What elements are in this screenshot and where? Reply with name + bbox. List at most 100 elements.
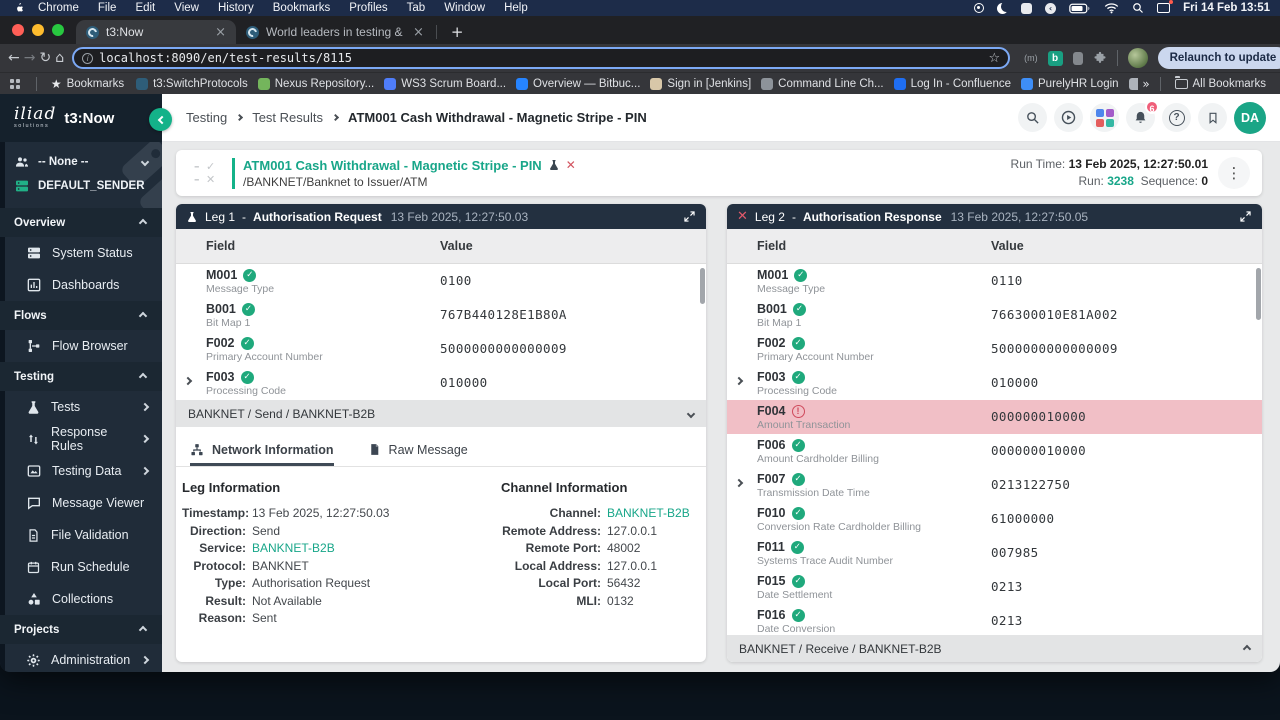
reload-icon[interactable]: ↻ (39, 50, 52, 66)
bookmark-item[interactable]: Overview — Bitbuc... (512, 77, 644, 90)
bookmark-item[interactable]: Nexus Repository... (254, 77, 379, 90)
sidebar-item-dashboards[interactable]: Dashboards (0, 269, 162, 301)
menu-item[interactable]: Window (444, 2, 486, 14)
tab-t3now[interactable]: t3:Now × (76, 20, 236, 44)
scrollbar-thumb[interactable] (700, 268, 705, 304)
sidebar-item-system-status[interactable]: System Status (0, 237, 162, 269)
sidebar-item-collections[interactable]: Collections (0, 583, 162, 615)
close-tab-icon[interactable]: × (413, 24, 424, 40)
sidebar-item-tests[interactable]: Tests (0, 391, 162, 423)
extensions-puzzle-icon[interactable] (1093, 51, 1107, 65)
leg1-collapse-bar[interactable]: BANKNET / Send / BANKNET-B2B (176, 400, 706, 427)
menu-item[interactable]: Help (504, 2, 528, 14)
table-row[interactable]: F007 Transmission Date Time 0213122750 (727, 468, 1262, 502)
app-status-icon[interactable] (1021, 2, 1033, 14)
menu-item[interactable]: View (174, 2, 199, 14)
bookmark-item[interactable]: t4lic (1125, 77, 1139, 90)
close-window-button[interactable] (12, 24, 24, 36)
test-title[interactable]: ATM001 Cash Withdrawal - Magnetic Stripe… (243, 157, 542, 173)
zoom-window-button[interactable] (52, 24, 64, 36)
menu-item[interactable]: Tab (406, 2, 426, 14)
close-tab-icon[interactable]: × (215, 24, 226, 40)
battery-icon[interactable] (1069, 3, 1091, 14)
menu-item[interactable]: Bookmarks (272, 2, 331, 14)
menu-item[interactable]: Chrome (38, 2, 79, 14)
menu-item[interactable]: File (97, 2, 117, 14)
screen-mirroring-icon[interactable] (1157, 0, 1174, 13)
bookmark-item[interactable]: Sign in [Jenkins] (646, 77, 755, 90)
new-tab-button[interactable]: + (450, 23, 464, 41)
tab-world-leaders[interactable]: World leaders in testing & ce × (236, 20, 434, 44)
forward-icon[interactable]: → (23, 50, 36, 66)
play-tour-button[interactable] (1054, 103, 1083, 132)
table-row[interactable]: F016 Date Conversion 0213 (727, 604, 1262, 638)
sidebar-item-file-validation[interactable]: File Validation (0, 519, 162, 551)
table-row[interactable]: F006 Amount Cardholder Billing 000000010… (727, 434, 1262, 468)
menu-item[interactable]: History (217, 2, 254, 14)
table-row[interactable]: B001 Bit Map 1 767B440128E1B80A (176, 298, 706, 332)
url-text[interactable]: localhost:8090/en/test-results/8115 (99, 51, 352, 65)
sidebar-item-flow-browser[interactable]: Flow Browser (0, 330, 162, 362)
more-options-button[interactable]: ⋮ (1218, 157, 1250, 189)
table-row[interactable]: F011 Systems Trace Audit Number 007985 (727, 536, 1262, 570)
extension-b-icon[interactable]: b (1047, 50, 1063, 66)
menu-item[interactable]: Edit (135, 2, 156, 14)
sidebar-item-message-viewer[interactable]: Message Viewer (0, 487, 162, 519)
search-button[interactable] (1018, 103, 1047, 132)
table-row[interactable]: F002 Primary Account Number 500000000000… (176, 332, 706, 366)
breadcrumb-test-results[interactable]: Test Results (252, 110, 324, 125)
table-row[interactable]: B001 Bit Map 1 766300010E81A002 (727, 298, 1262, 332)
bookmark-star-icon[interactable]: ☆ (988, 50, 1001, 66)
sidebar-item-response-rules[interactable]: Response Rules (0, 423, 162, 455)
wifi-icon[interactable] (1104, 2, 1119, 14)
sidebar-item-run-schedule[interactable]: Run Schedule (0, 551, 162, 583)
bookmarks-overflow-chevron[interactable]: » (1142, 76, 1150, 91)
breadcrumb-testing[interactable]: Testing (186, 110, 228, 125)
bookmark-item[interactable]: Log In - Confluence (890, 77, 1015, 90)
section-projects[interactable]: Projects (0, 615, 162, 644)
failed-x-icon[interactable]: ✕ (565, 158, 576, 172)
bookmark-item[interactable]: Command Line Ch... (757, 77, 887, 90)
apple-icon[interactable] (14, 2, 26, 14)
leg2-collapse-bar[interactable]: BANKNET / Receive / BANKNET-B2B (727, 635, 1262, 662)
extension-grey-icon[interactable] (1072, 51, 1083, 65)
section-flows[interactable]: Flows (0, 301, 162, 330)
table-row[interactable]: M001 Message Type 0100 (176, 264, 706, 298)
bookmark-button[interactable] (1198, 103, 1227, 132)
apps-grid-icon[interactable] (10, 78, 20, 89)
bookmark-item[interactable]: PurelyHR Login (1017, 77, 1123, 90)
chevron-right-icon[interactable] (734, 478, 744, 488)
tab-raw-message[interactable]: Raw Message (368, 436, 468, 466)
chevron-right-icon[interactable] (734, 376, 744, 386)
bookmark-item[interactable]: WS3 Scrum Board... (380, 77, 510, 90)
bookmarks-folder[interactable]: ★ Bookmarks (47, 77, 128, 91)
help-button[interactable]: ? (1162, 103, 1191, 132)
section-testing[interactable]: Testing (0, 362, 162, 391)
notifications-button[interactable]: 6 (1126, 100, 1159, 132)
expand-icon[interactable] (683, 210, 696, 223)
address-bar[interactable]: i localhost:8090/en/test-results/8115 ☆ (72, 47, 1011, 69)
sender-default[interactable]: DEFAULT_SENDER (0, 174, 162, 198)
table-row[interactable]: M001 Message Type 0110 (727, 264, 1262, 298)
tab-network-information[interactable]: Network Information (190, 436, 334, 466)
window-controls[interactable] (0, 16, 76, 44)
sidebar-item-testing-data[interactable]: Testing Data (0, 455, 162, 487)
apps-launcher-button[interactable] (1090, 103, 1119, 132)
collapse-sidebar-button[interactable] (149, 108, 172, 131)
moon-icon[interactable] (997, 3, 1008, 14)
home-icon[interactable]: ⌂ (55, 50, 65, 66)
table-row[interactable]: F003 Processing Code 010000 (176, 366, 706, 400)
user-avatar[interactable]: DA (1234, 101, 1266, 134)
menubar-clock[interactable]: Fri 14 Feb 13:51 (1183, 2, 1270, 14)
section-overview[interactable]: Overview (0, 208, 162, 237)
scrollbar-thumb[interactable] (1256, 268, 1261, 320)
profile-avatar[interactable] (1127, 48, 1148, 68)
chevron-right-icon[interactable] (183, 376, 193, 386)
table-row[interactable]: F004 Amount Transaction 000000010000 (727, 400, 1262, 434)
sender-none-dropdown[interactable]: -- None -- (0, 150, 162, 174)
site-info-icon[interactable]: i (82, 52, 94, 64)
table-row[interactable]: F015 Date Settlement 0213 (727, 570, 1262, 604)
menu-item[interactable]: Profiles (349, 2, 388, 14)
extension-m-icon[interactable]: (m) (1024, 53, 1038, 63)
table-row[interactable]: F003 Processing Code 010000 (727, 366, 1262, 400)
